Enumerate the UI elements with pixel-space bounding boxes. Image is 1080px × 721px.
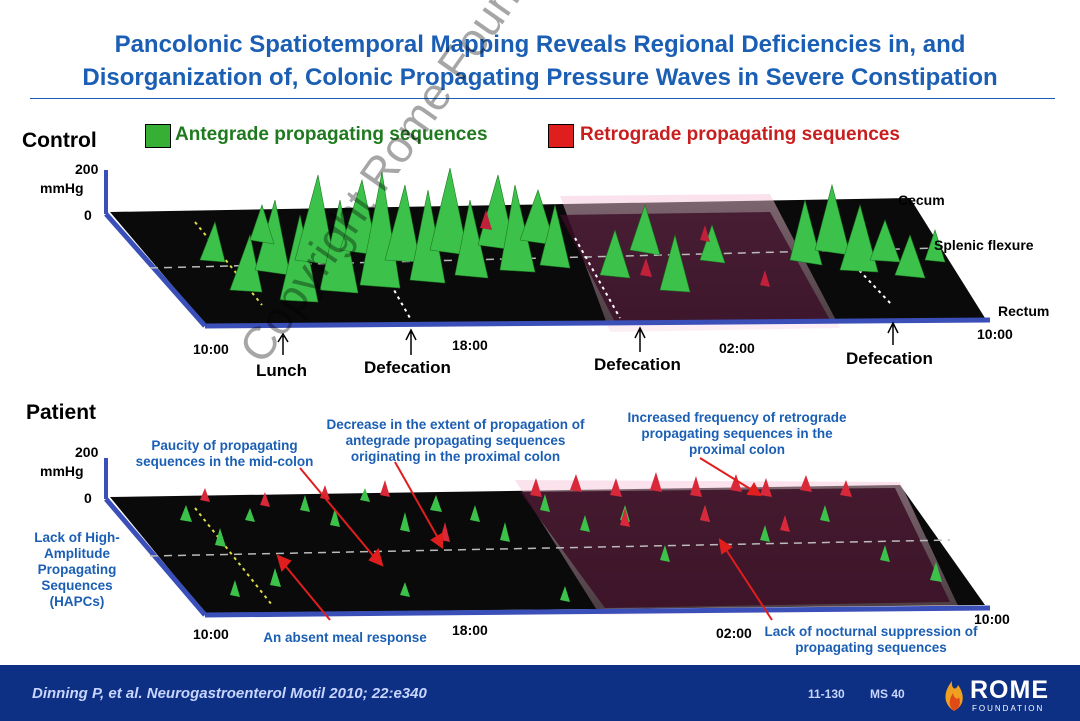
control-time-1800: 18:00 bbox=[452, 337, 488, 353]
annotation-meal: An absent meal response bbox=[263, 630, 427, 645]
rome-logo-subtext: FOUNDATION bbox=[972, 704, 1045, 713]
annotation-arrows bbox=[276, 457, 773, 621]
arrowhead-increased bbox=[746, 481, 762, 497]
arrowhead-paucity bbox=[368, 547, 384, 567]
patient-axis-top: 200 bbox=[75, 444, 99, 460]
arrowhead-meal bbox=[276, 554, 292, 573]
arrow-lunch bbox=[277, 332, 289, 355]
title-line-2: Disorganization of, Colonic Propagating … bbox=[82, 64, 998, 91]
annotation-nocturnal: Lack of nocturnal suppression of propaga… bbox=[764, 624, 978, 655]
annotation-increased: Increased frequency of retrograde propag… bbox=[627, 410, 847, 457]
patient-time-0200: 02:00 bbox=[716, 625, 752, 641]
event-defecation-2: Defecation bbox=[594, 355, 681, 374]
control-retrograde-marks bbox=[480, 210, 770, 287]
arrow-increased bbox=[699, 457, 753, 491]
arrowhead-nocturnal bbox=[718, 537, 733, 555]
footer-bar: Dinning P, et al. Neurogastroenterol Mot… bbox=[0, 665, 1080, 721]
arrow-defecation-2 bbox=[634, 326, 646, 352]
control-night-shade bbox=[560, 212, 830, 322]
patient-splenic-line bbox=[149, 539, 951, 557]
event-arrows bbox=[277, 321, 899, 355]
patient-time-1000-end: 10:00 bbox=[974, 611, 1010, 627]
event-defecation-1: Defecation bbox=[364, 358, 451, 377]
splenic-flexure-label: Splenic flexure bbox=[934, 237, 1034, 253]
retrograde-swatch bbox=[548, 124, 574, 148]
rome-flame-icon bbox=[945, 681, 963, 711]
control-label: Control bbox=[22, 129, 97, 152]
patient-axis-zero: 0 bbox=[84, 490, 92, 506]
control-time-1000-end: 10:00 bbox=[977, 326, 1013, 342]
control-defecation-line-2 bbox=[574, 237, 621, 319]
rectum-label: Rectum bbox=[998, 303, 1050, 319]
control-defecation-line-3 bbox=[839, 249, 893, 306]
arrow-nocturnal bbox=[724, 547, 773, 621]
antegrade-swatch bbox=[145, 124, 171, 148]
patient-antegrade-peaks bbox=[180, 488, 942, 602]
antegrade-legend-label: Antegrade propagating sequences bbox=[175, 124, 488, 145]
slide-code-2: MS 40 bbox=[870, 687, 905, 701]
patient-time-1000: 10:00 bbox=[193, 626, 229, 642]
control-axis-top: 200 bbox=[75, 161, 99, 177]
patient-time-axis bbox=[204, 605, 991, 618]
arrow-defecation-1 bbox=[405, 328, 417, 355]
control-time-axis bbox=[204, 317, 991, 329]
title-divider bbox=[30, 98, 1055, 99]
cecum-label: Cecum bbox=[898, 192, 945, 208]
control-time-1000: 10:00 bbox=[193, 341, 229, 357]
control-axis-zero: 0 bbox=[84, 207, 92, 223]
rome-logo-text: ROME bbox=[970, 676, 1049, 704]
patient-retrograde-peaks bbox=[200, 472, 852, 542]
patient-map bbox=[104, 458, 991, 618]
control-time-0200: 02:00 bbox=[719, 340, 755, 356]
patient-time-1800: 18:00 bbox=[452, 622, 488, 638]
control-map bbox=[104, 167, 991, 332]
arrow-decrease bbox=[394, 461, 439, 539]
slide-title: Pancolonic Spatiotemporal Mapping Reveal… bbox=[0, 28, 1080, 94]
arrow-meal bbox=[282, 562, 331, 621]
control-depth-axis bbox=[104, 212, 207, 328]
event-lunch: Lunch bbox=[256, 361, 307, 380]
title-line-1: Pancolonic Spatiotemporal Mapping Reveal… bbox=[114, 31, 966, 58]
citation: Dinning P, et al. Neurogastroenterol Mot… bbox=[32, 685, 427, 702]
slide-code-1: 11-130 bbox=[808, 687, 845, 701]
event-defecation-3: Defecation bbox=[846, 349, 933, 368]
annotation-hapcs: Lack of High-Amplitude Propagating Seque… bbox=[34, 530, 120, 609]
arrow-paucity bbox=[299, 467, 376, 559]
control-antegrade-peaks bbox=[199, 167, 946, 303]
annotation-paucity: Paucity of propagating sequences in the … bbox=[135, 438, 314, 469]
retrograde-legend-label: Retrograde propagating sequences bbox=[580, 124, 900, 145]
control-axis-unit: mmHg bbox=[40, 180, 84, 196]
annotation-decrease: Decrease in the extent of propagation of… bbox=[326, 417, 585, 464]
patient-axis-unit: mmHg bbox=[40, 463, 84, 479]
patient-label: Patient bbox=[26, 401, 97, 424]
arrowhead-decrease bbox=[430, 532, 443, 549]
patient-depth-axis bbox=[104, 497, 207, 617]
arrow-defecation-3 bbox=[887, 321, 899, 345]
